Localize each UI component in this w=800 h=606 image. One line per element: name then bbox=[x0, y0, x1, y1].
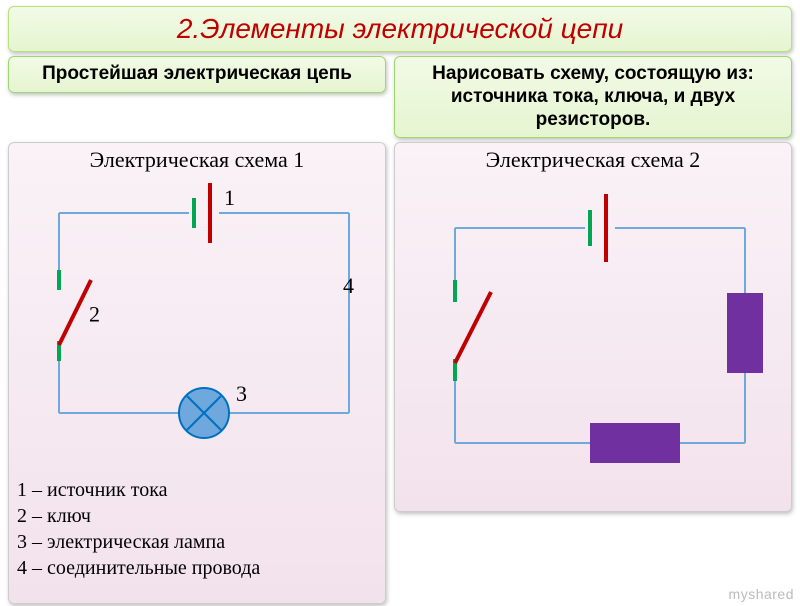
svg-text:4: 4 bbox=[343, 273, 354, 298]
circuit-diagram-1: 1 2 3 4 bbox=[9, 173, 387, 473]
left-panel-header: Простейшая электрическая цепь bbox=[8, 56, 386, 93]
schema1-title: Электрическая схема 1 bbox=[9, 143, 385, 173]
svg-text:1: 1 bbox=[224, 185, 235, 210]
legend-item: 1 – источник тока bbox=[17, 477, 377, 503]
page-title: 2.Элементы электрической цепи bbox=[8, 6, 792, 52]
legend-item: 4 – соединительные провода bbox=[17, 555, 377, 581]
svg-text:2: 2 bbox=[89, 302, 100, 327]
schema2-title: Электрическая схема 2 bbox=[395, 143, 791, 173]
legend-item: 2 – ключ bbox=[17, 503, 377, 529]
right-panel-body: Электрическая схема 2 bbox=[394, 142, 792, 512]
right-panel-header: Нарисовать схему, состоящую из: источник… bbox=[394, 56, 792, 138]
left-panel-body: Электрическая схема 1 1 2 3 4 1 – источник … bbox=[8, 142, 386, 604]
legend: 1 – источник тока 2 – ключ 3 – электриче… bbox=[9, 473, 385, 591]
svg-text:3: 3 bbox=[236, 381, 247, 406]
legend-item: 3 – электрическая лампа bbox=[17, 529, 377, 555]
circuit-diagram-2 bbox=[395, 173, 793, 503]
